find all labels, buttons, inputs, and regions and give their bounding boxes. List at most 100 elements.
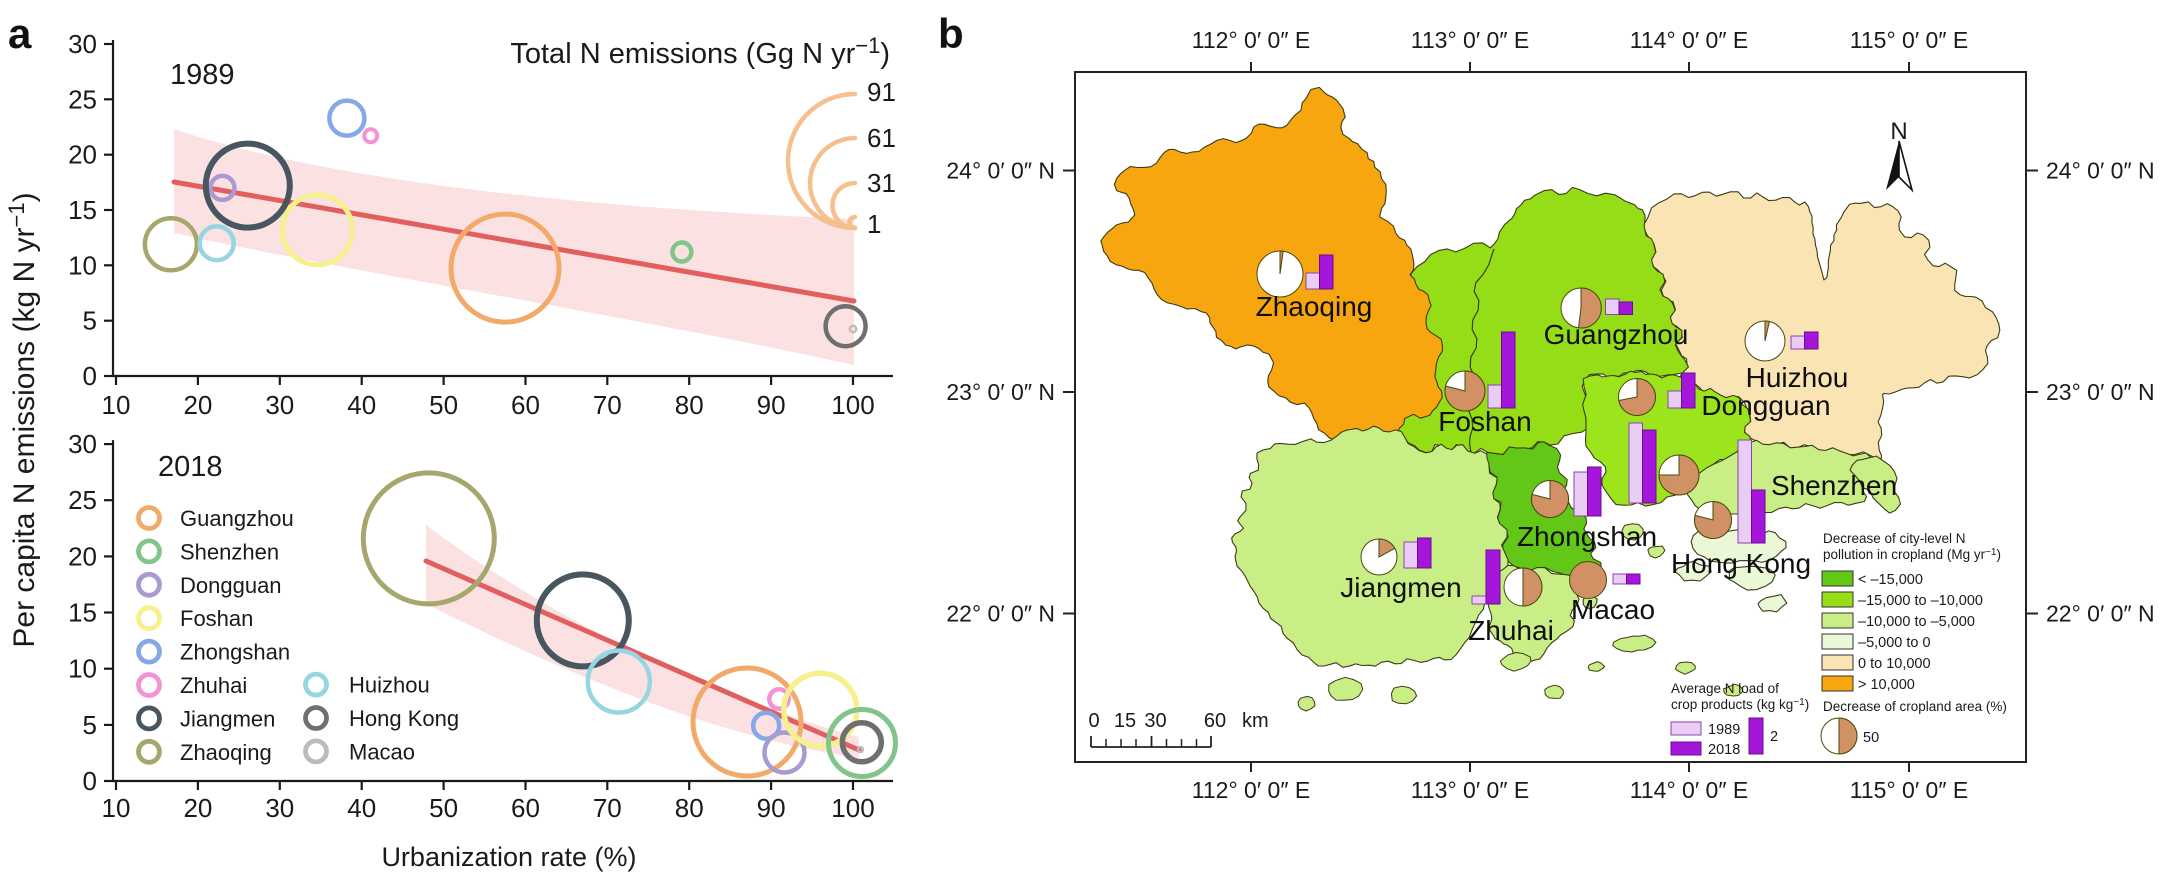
svg-text:115° 0′ 0″ E: 115° 0′ 0″ E (1850, 777, 1968, 803)
svg-text:< –15,000: < –15,000 (1858, 572, 1923, 588)
svg-text:23° 0′ 0″ N: 23° 0′ 0″ N (946, 379, 1055, 405)
svg-text:90: 90 (757, 390, 786, 420)
svg-text:60: 60 (511, 390, 540, 420)
svg-text:23° 0′ 0″ N: 23° 0′ 0″ N (2046, 379, 2155, 405)
svg-text:20: 20 (183, 793, 212, 823)
svg-text:crop products (kg kg−1): crop products (kg kg−1) (1671, 697, 1809, 712)
svg-text:90: 90 (757, 793, 786, 823)
svg-text:Zhaoqing: Zhaoqing (1256, 291, 1373, 322)
svg-text:24° 0′ 0″ N: 24° 0′ 0″ N (2046, 158, 2155, 184)
svg-text:50: 50 (429, 390, 458, 420)
svg-text:40: 40 (347, 390, 376, 420)
svg-text:Huizhou: Huizhou (1746, 362, 1849, 393)
svg-text:80: 80 (675, 390, 704, 420)
svg-text:Total N emissions (Gg N yr−1): Total N emissions (Gg N yr−1) (510, 33, 890, 70)
svg-text:70: 70 (593, 793, 622, 823)
svg-text:Zhongshan: Zhongshan (180, 640, 290, 665)
svg-text:a: a (8, 10, 32, 57)
svg-text:1989: 1989 (170, 59, 235, 91)
svg-text:10: 10 (102, 793, 131, 823)
svg-text:1989: 1989 (1708, 722, 1740, 738)
svg-text:100: 100 (831, 390, 874, 420)
svg-text:Guangzhou: Guangzhou (180, 506, 294, 531)
svg-text:0: 0 (83, 766, 97, 796)
svg-text:50: 50 (1863, 730, 1879, 746)
svg-text:70: 70 (593, 390, 622, 420)
svg-text:31: 31 (867, 168, 896, 198)
svg-text:Hong Kong: Hong Kong (1671, 548, 1811, 579)
svg-text:–10,000 to –5,000: –10,000 to –5,000 (1858, 614, 1975, 630)
svg-text:40: 40 (347, 793, 376, 823)
svg-text:80: 80 (675, 793, 704, 823)
svg-text:–5,000 to 0: –5,000 to 0 (1858, 635, 1931, 651)
svg-text:50: 50 (429, 793, 458, 823)
svg-text:Jiangmen: Jiangmen (1340, 572, 1461, 603)
svg-text:N: N (1890, 118, 1907, 145)
svg-text:60: 60 (511, 793, 540, 823)
svg-text:Foshan: Foshan (180, 606, 253, 631)
svg-text:15: 15 (68, 195, 97, 225)
svg-text:1: 1 (867, 209, 881, 239)
svg-text:91: 91 (867, 77, 896, 107)
svg-text:112° 0′ 0″ E: 112° 0′ 0″ E (1192, 777, 1310, 803)
svg-text:Huizhou: Huizhou (349, 673, 430, 698)
svg-text:0 to 10,000: 0 to 10,000 (1858, 656, 1931, 672)
svg-text:15: 15 (1114, 710, 1136, 732)
svg-text:Macao: Macao (349, 739, 415, 764)
svg-text:114° 0′ 0″ E: 114° 0′ 0″ E (1630, 777, 1748, 803)
svg-text:Dongguan: Dongguan (180, 573, 282, 598)
svg-text:113° 0′ 0″ E: 113° 0′ 0″ E (1411, 777, 1529, 803)
svg-text:20: 20 (68, 140, 97, 170)
svg-text:Macao: Macao (1571, 594, 1655, 625)
svg-text:25: 25 (68, 485, 97, 515)
svg-text:115° 0′ 0″ E: 115° 0′ 0″ E (1850, 27, 1968, 53)
svg-text:10: 10 (68, 250, 97, 280)
svg-text:20: 20 (68, 541, 97, 571)
svg-text:20: 20 (183, 390, 212, 420)
svg-text:Jiangmen: Jiangmen (180, 706, 275, 731)
svg-text:2: 2 (1770, 729, 1778, 745)
svg-text:Average N load of: Average N load of (1671, 681, 1779, 696)
svg-text:24° 0′ 0″ N: 24° 0′ 0″ N (946, 158, 1055, 184)
svg-text:Foshan: Foshan (1438, 406, 1531, 437)
svg-text:112° 0′ 0″ E: 112° 0′ 0″ E (1192, 27, 1310, 53)
svg-text:Zhuhai: Zhuhai (180, 673, 247, 698)
svg-text:30: 30 (68, 429, 97, 459)
svg-text:Urbanization rate (%): Urbanization rate (%) (381, 842, 636, 872)
svg-text:5: 5 (83, 306, 97, 336)
svg-text:0: 0 (1088, 710, 1099, 732)
svg-text:10: 10 (68, 654, 97, 684)
svg-text:Dongguan: Dongguan (1701, 390, 1830, 421)
svg-text:Per capita N emissions (kg N y: Per capita N emissions (kg N yr−1) (4, 192, 41, 647)
svg-text:Decrease of city-level N: Decrease of city-level N (1823, 531, 1966, 546)
svg-text:100: 100 (831, 793, 874, 823)
svg-text:2018: 2018 (1708, 742, 1740, 758)
svg-text:61: 61 (867, 123, 896, 153)
svg-text:b: b (938, 10, 964, 57)
svg-text:Shenzhen: Shenzhen (180, 539, 279, 564)
svg-text:> 10,000: > 10,000 (1858, 677, 1915, 693)
svg-text:pollution in cropland (Mg yr−1: pollution in cropland (Mg yr−1) (1823, 547, 2001, 562)
svg-text:22° 0′ 0″ N: 22° 0′ 0″ N (946, 601, 1055, 627)
svg-text:22° 0′ 0″ N: 22° 0′ 0″ N (2046, 601, 2155, 627)
svg-text:30: 30 (265, 390, 294, 420)
svg-text:Guangzhou: Guangzhou (1544, 319, 1689, 350)
svg-text:113° 0′ 0″ E: 113° 0′ 0″ E (1411, 27, 1529, 53)
svg-text:60: 60 (1204, 710, 1226, 732)
svg-text:Hong Kong: Hong Kong (349, 706, 459, 731)
svg-text:km: km (1242, 710, 1269, 732)
svg-text:Zhuhai: Zhuhai (1468, 615, 1554, 646)
svg-text:30: 30 (265, 793, 294, 823)
svg-text:2018: 2018 (158, 451, 223, 483)
svg-text:Decrease of cropland area (%): Decrease of cropland area (%) (1823, 699, 2007, 714)
svg-text:25: 25 (68, 84, 97, 114)
svg-text:–15,000 to –10,000: –15,000 to –10,000 (1858, 593, 1983, 609)
svg-text:5: 5 (83, 710, 97, 740)
svg-text:Shenzhen: Shenzhen (1771, 470, 1897, 501)
svg-text:15: 15 (68, 598, 97, 628)
svg-text:Zhongshan: Zhongshan (1517, 521, 1657, 552)
svg-text:Zhaoqing: Zhaoqing (180, 740, 272, 765)
svg-text:0: 0 (83, 361, 97, 391)
svg-text:30: 30 (68, 29, 97, 59)
svg-text:114° 0′ 0″ E: 114° 0′ 0″ E (1630, 27, 1748, 53)
